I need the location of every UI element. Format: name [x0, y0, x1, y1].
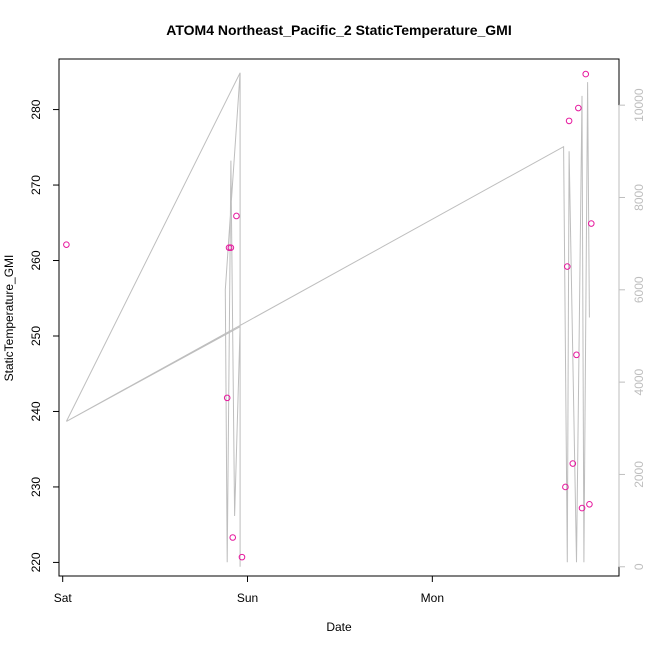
data-point: [562, 483, 569, 491]
data-point: [582, 70, 590, 78]
chart-title: ATOM4 Northeast_Pacific_2 StaticTemperat…: [166, 22, 511, 38]
x-axis: Sat Sun Mon: [54, 575, 444, 605]
y-left-tick-label: 270: [29, 175, 43, 195]
data-point: [225, 244, 233, 251]
series-line: [65, 72, 590, 567]
right-axis-series: [65, 72, 590, 567]
y-right-tick-label: 4000: [632, 368, 646, 395]
data-point: [573, 351, 580, 359]
x-tick-label: Mon: [421, 591, 444, 605]
left-axis-series: [63, 70, 595, 561]
data-point: [565, 117, 573, 125]
x-tick-label: Sat: [54, 591, 73, 605]
data-point: [63, 241, 70, 248]
x-tick-label: Sun: [237, 591, 258, 605]
y-axis-left: 220 230 240 250 260 270 280: [29, 99, 60, 572]
y-left-tick-label: 280: [29, 99, 43, 119]
y-left-tick-label: 220: [29, 552, 43, 572]
y-left-tick-label: 260: [29, 250, 43, 270]
data-point: [563, 263, 571, 270]
y-left-tick-label: 240: [29, 401, 43, 421]
y-right-tick-label: 8000: [632, 184, 646, 211]
data-point: [569, 460, 577, 467]
y-left-tick-label: 230: [29, 477, 43, 497]
y-left-tick-label: 250: [29, 326, 43, 346]
y-right-tick-label: 6000: [632, 276, 646, 303]
y-right-tick-label: 10000: [632, 88, 646, 122]
data-point: [233, 212, 240, 220]
data-point: [575, 104, 582, 112]
y-right-tick-label: 0: [632, 563, 646, 570]
data-point: [223, 394, 231, 402]
y-axis-label: StaticTemperature_GMI: [2, 255, 16, 382]
plot-frame: [58, 58, 620, 577]
y-axis-right: 0 2000 4000 6000 8000 10000: [618, 88, 646, 570]
data-point: [586, 500, 593, 508]
data-point: [227, 244, 235, 251]
data-point: [578, 504, 586, 512]
x-axis-label: Date: [326, 620, 352, 634]
data-point: [229, 534, 237, 541]
data-point: [587, 220, 595, 227]
y-right-tick-label: 2000: [632, 461, 646, 488]
data-point: [238, 553, 246, 561]
